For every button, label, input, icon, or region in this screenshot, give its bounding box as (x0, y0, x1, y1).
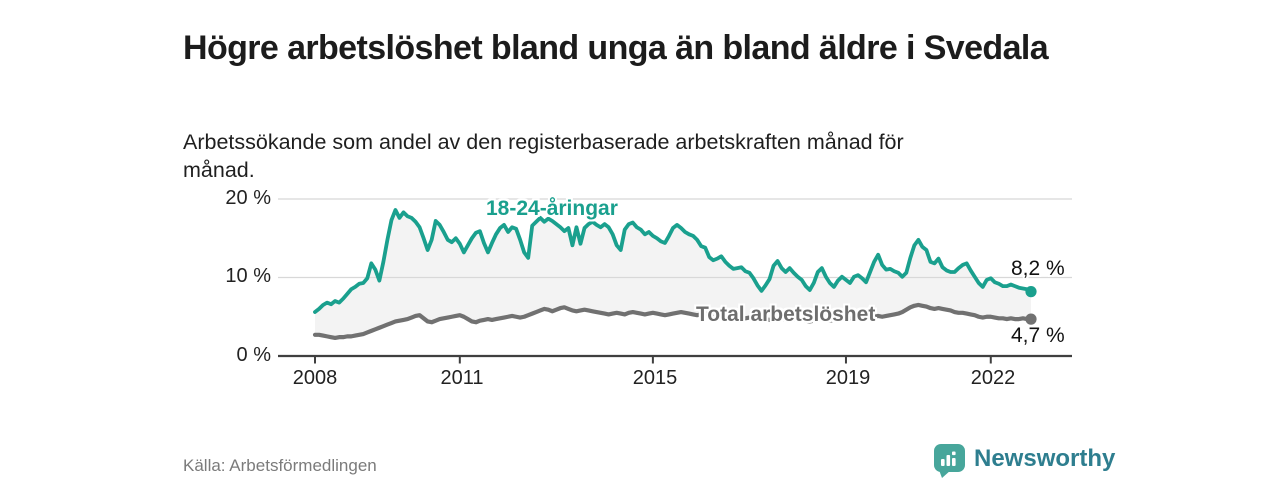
x-axis-label-2008: 2008 (292, 367, 338, 389)
x-axis-label-2019: 2019 (825, 367, 871, 389)
x-axis-label-2015: 2015 (632, 367, 678, 389)
x-axis-label-2011: 2011 (440, 367, 484, 389)
source-credit: Källa: Arbetsförmedlingen (183, 456, 377, 475)
line-chart (278, 198, 1072, 364)
series-label-total: Total arbetslöshet (696, 303, 876, 326)
x-axis-label-2022: 2022 (970, 367, 1016, 389)
line-young (313, 208, 1033, 314)
line-total (312, 302, 1034, 341)
end-dot-total (1025, 313, 1037, 325)
end-value-total: 4,7 % (1011, 324, 1065, 347)
y-axis-label-0: 0 % (236, 344, 271, 366)
page-title: Högre arbetslöshet bland unga än bland ä… (183, 28, 1049, 67)
newsworthy-logo-icon (934, 444, 965, 478)
y-axis-label-20: 20 % (225, 187, 271, 209)
y-axis-label-10: 10 % (225, 265, 271, 287)
chart-subtitle: Arbetssökande som andel av den registerb… (183, 129, 904, 182)
end-dot-young (1025, 286, 1037, 298)
end-value-young: 8,2 % (1011, 257, 1065, 280)
series-label-young: 18-24-åringar (486, 197, 618, 220)
newsworthy-wordmark: Newsworthy (974, 445, 1116, 472)
